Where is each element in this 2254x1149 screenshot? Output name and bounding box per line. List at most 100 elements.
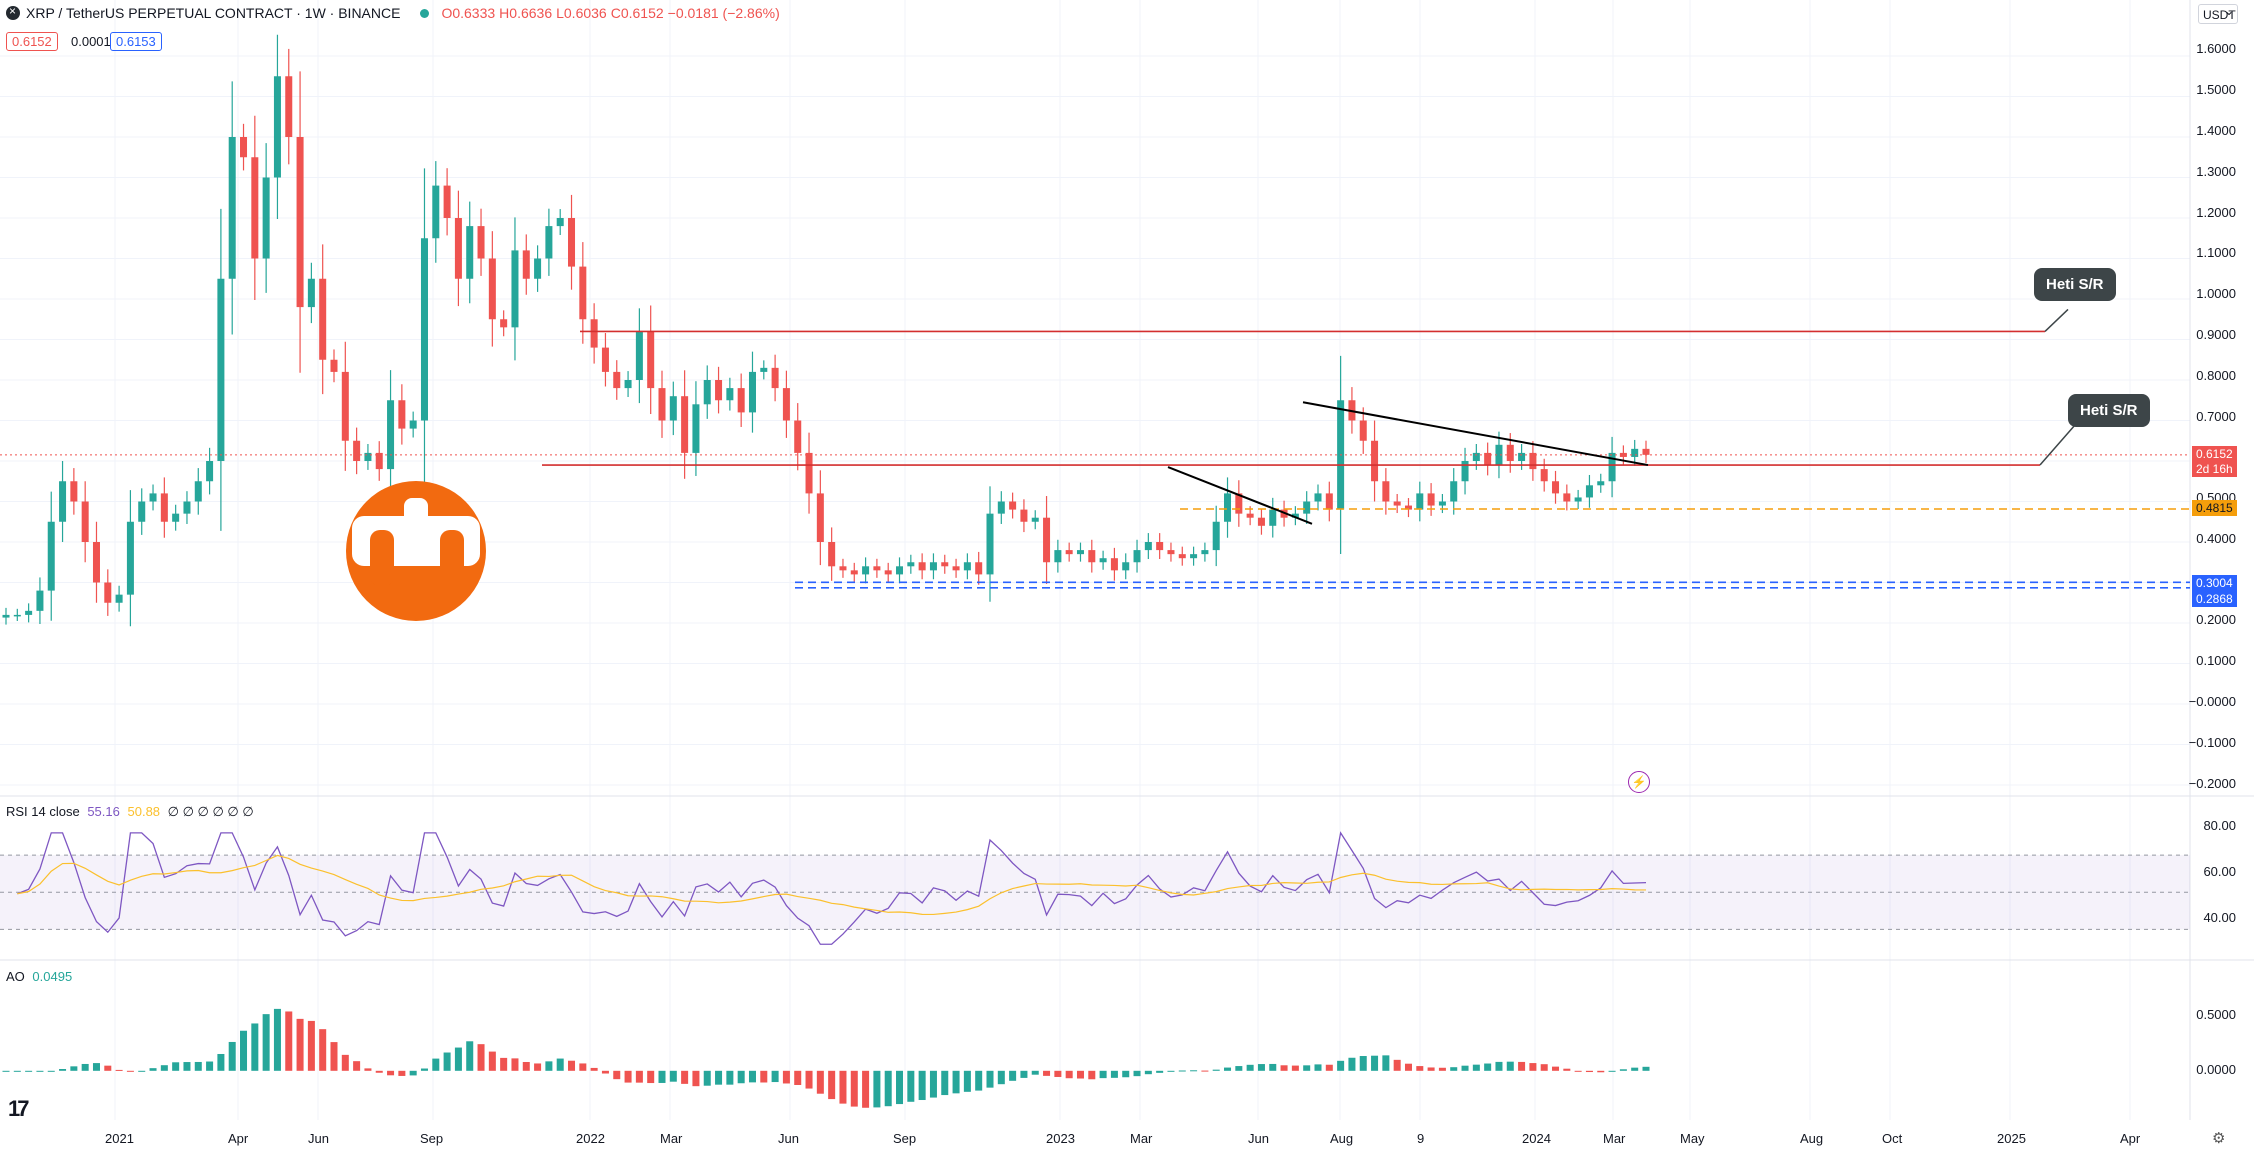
candle-body — [760, 367, 768, 372]
ao-bar — [466, 1041, 474, 1071]
time-axis-label: 2022 — [576, 1131, 605, 1146]
candle-body — [1416, 493, 1424, 510]
symbol-header[interactable]: XRP / TetherUS PERPETUAL CONTRACT · 1W ·… — [6, 4, 780, 21]
candle-body — [1540, 469, 1548, 482]
candle-body — [477, 226, 485, 259]
candle-body — [1608, 452, 1616, 482]
ao-bar — [330, 1042, 338, 1071]
candle-body — [703, 380, 711, 405]
ao-bar — [997, 1070, 1005, 1085]
ao-bar — [1291, 1065, 1299, 1071]
candle-body — [1133, 550, 1141, 563]
ao-bar — [896, 1070, 904, 1105]
ao-bar — [194, 1061, 202, 1071]
ao-bar — [273, 1008, 281, 1071]
rsi-legend[interactable]: RSI 14 close 55.16 50.88 ∅ ∅ ∅ ∅ ∅ ∅ — [6, 804, 254, 820]
sell-price-box[interactable]: 0.6152 — [6, 32, 58, 51]
price-axis-label: −0.2000 — [2188, 776, 2236, 791]
candle-body — [896, 566, 904, 575]
candle-body — [1054, 550, 1062, 563]
candle-body — [364, 452, 372, 461]
time-axis-label: 2024 — [1522, 1131, 1551, 1146]
candle-body — [511, 250, 519, 328]
candle-body — [748, 371, 756, 413]
ao-bar — [952, 1070, 960, 1094]
ao-bar — [1099, 1070, 1107, 1079]
price-axis-label: −0.1000 — [2188, 735, 2236, 750]
candle-body — [997, 501, 1005, 514]
candle-body — [262, 177, 270, 259]
ao-bar — [884, 1070, 892, 1107]
price-axis-label: 1.2000 — [2196, 205, 2236, 220]
time-axis-label: Oct — [1882, 1131, 1903, 1146]
rsi-axis-80: 80.00 — [2203, 818, 2236, 833]
price-axis-label: 0.2000 — [2196, 612, 2236, 627]
ao-bar — [70, 1066, 78, 1071]
ao-bar — [1201, 1070, 1209, 1072]
ao-bar — [975, 1070, 983, 1091]
price-axis-label: 0.7000 — [2196, 409, 2236, 424]
ao-bar — [2, 1070, 10, 1072]
candle-body — [240, 137, 248, 158]
ao-bar — [1529, 1063, 1537, 1071]
buy-price-box[interactable]: 0.6153 — [110, 32, 162, 51]
ao-bar — [715, 1070, 723, 1085]
candle-body — [454, 218, 462, 279]
time-axis-label: Aug — [1800, 1131, 1824, 1146]
ao-bar — [681, 1070, 689, 1084]
ao-bar — [579, 1063, 587, 1071]
bar-countdown-badge: 2d 16h — [2192, 461, 2237, 477]
candle-body — [873, 566, 881, 571]
ao-bar — [692, 1070, 700, 1087]
candle-body — [545, 226, 553, 259]
ao-bar — [488, 1051, 496, 1071]
ao-bar — [522, 1061, 530, 1071]
candle-body — [1404, 505, 1412, 510]
candle-body — [500, 319, 508, 328]
rsi-label: RSI 14 close — [6, 804, 80, 819]
ao-bar — [771, 1070, 779, 1083]
candle-body — [534, 258, 542, 279]
ao-bar — [126, 1070, 134, 1072]
candle-body — [194, 481, 202, 502]
candle-body — [307, 278, 315, 308]
candle-body — [1484, 452, 1492, 466]
candle-body — [115, 594, 123, 603]
ao-bar — [941, 1070, 949, 1096]
ao-bar — [240, 1030, 248, 1071]
settings-gear-icon[interactable]: ⚙ — [2212, 1130, 2226, 1147]
candle-body — [138, 501, 146, 522]
candle-body — [1518, 452, 1526, 461]
ao-bar — [206, 1061, 214, 1071]
currency-selector[interactable]: USDT — [2198, 1, 2238, 24]
candle-body — [737, 388, 745, 413]
candle-body — [647, 331, 655, 389]
symbol-title[interactable]: XRP / TetherUS PERPETUAL CONTRACT · 1W ·… — [26, 5, 401, 21]
ao-bar — [1167, 1070, 1175, 1072]
time-axis-label: Mar — [1130, 1131, 1153, 1146]
ao-bar — [262, 1014, 270, 1071]
ohlc-high: H0.6636 — [499, 5, 553, 21]
ao-bar — [1450, 1067, 1458, 1071]
candle-body — [568, 218, 576, 267]
candle-body — [1552, 481, 1560, 494]
candle-body — [1167, 550, 1175, 555]
ao-legend[interactable]: AO 0.0495 — [6, 969, 72, 984]
ao-bar — [172, 1062, 180, 1071]
tradingview-logo-icon[interactable]: 17 — [8, 1096, 30, 1121]
candle-body — [81, 501, 89, 542]
sr-callout-lower[interactable]: Heti S/R — [2068, 394, 2150, 427]
lightning-icon[interactable]: ⚡ — [1628, 771, 1650, 793]
ao-bar — [1337, 1060, 1345, 1071]
candle-body — [319, 278, 327, 360]
ao-bar — [443, 1052, 451, 1071]
ao-bar — [1619, 1069, 1627, 1071]
ao-bar — [1257, 1064, 1265, 1071]
time-axis-label: Apr — [228, 1131, 249, 1146]
candle-body — [285, 76, 293, 137]
candle-body — [330, 359, 338, 372]
ao-bar — [590, 1067, 598, 1071]
ao-bar — [1506, 1061, 1514, 1071]
sr-callout-upper[interactable]: Heti S/R — [2034, 268, 2116, 301]
